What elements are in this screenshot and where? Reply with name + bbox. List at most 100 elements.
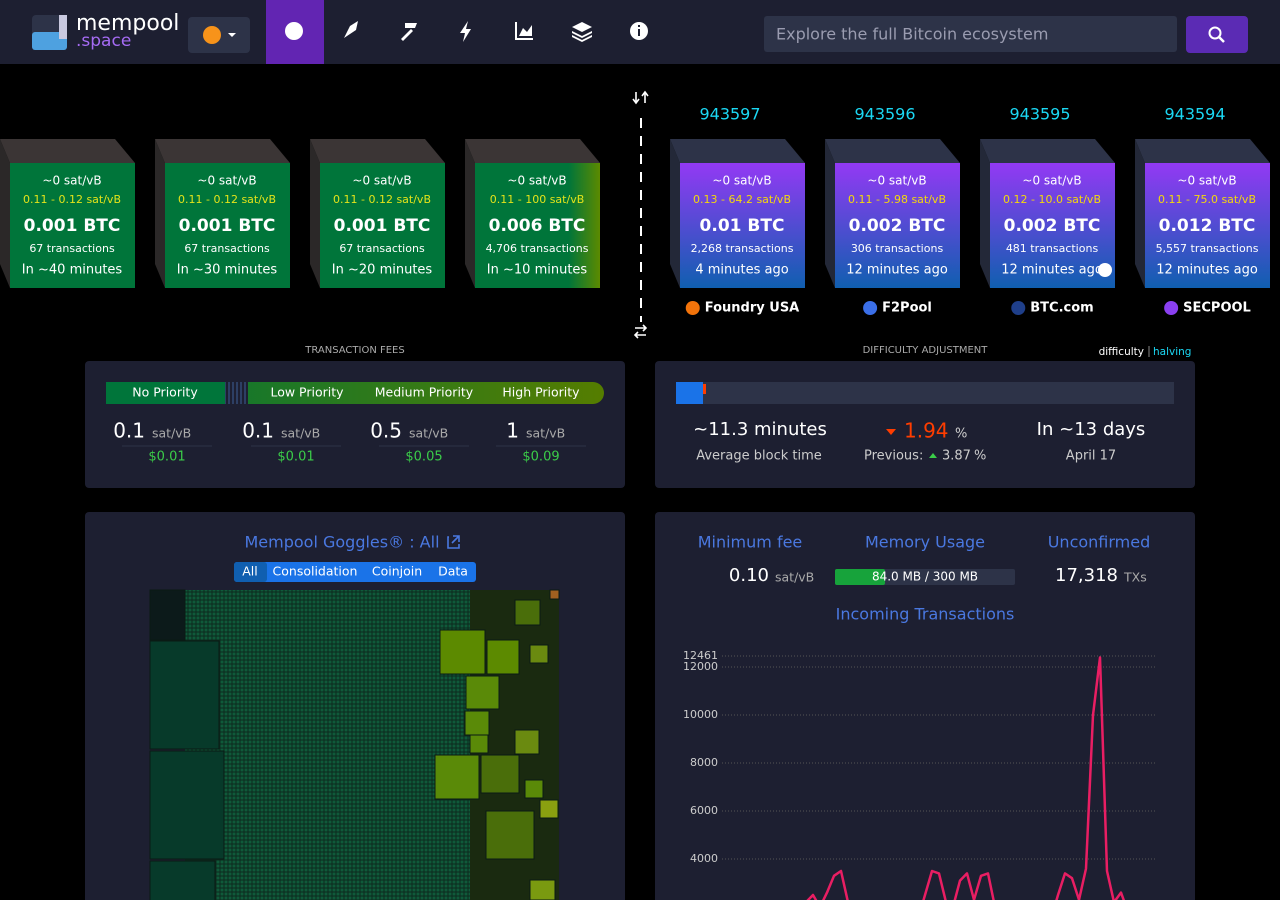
block-fee: ~0 sat/vB	[352, 174, 411, 188]
block-tx-count: 306 transactions	[851, 242, 944, 255]
filter-option[interactable]: Coinjoin	[372, 564, 422, 579]
difficulty-change: 1.94	[904, 419, 949, 443]
block-tx-count: 5,557 transactions	[1156, 242, 1259, 255]
search-button[interactable]	[1186, 16, 1248, 53]
tx-block	[149, 750, 225, 860]
block-fee-range: 0.11 - 5.98 sat/vB	[848, 193, 946, 206]
fee-rate: 1	[506, 419, 519, 443]
nav-lightning[interactable]	[460, 21, 471, 42]
nav-mining[interactable]	[401, 23, 417, 41]
fee-usd: $0.01	[148, 450, 185, 465]
mempool-block[interactable]	[165, 163, 290, 288]
confirmed-block-side	[980, 139, 990, 288]
filter-option[interactable]: Consolidation	[273, 564, 358, 579]
priority-label: Low Priority	[270, 385, 344, 400]
nav-dashboard[interactable]	[285, 22, 303, 40]
up-arrow	[929, 453, 937, 458]
bitcoin-icon	[203, 26, 221, 44]
block-time: In ~20 minutes	[332, 263, 433, 278]
mempool-block[interactable]	[475, 163, 600, 288]
block-time: In ~10 minutes	[487, 263, 588, 278]
tx-block	[439, 629, 486, 675]
mempool-block-side	[465, 139, 475, 288]
external-link-icon[interactable]	[447, 535, 460, 549]
confirmed-block-top	[1135, 139, 1270, 163]
confirmed-block[interactable]	[990, 163, 1115, 288]
tx-block	[486, 639, 520, 675]
block-time: In ~40 minutes	[22, 263, 123, 278]
memory-fill	[835, 569, 885, 585]
filter-active	[234, 562, 267, 582]
halving-tab[interactable]: halving	[1153, 346, 1191, 358]
tx-block	[149, 589, 186, 641]
nav-accelerator[interactable]	[344, 21, 358, 38]
toggle-icon[interactable]	[633, 324, 648, 339]
block-fee: ~0 sat/vB	[1022, 174, 1081, 188]
search-icon	[1208, 26, 1222, 40]
section-title: TRANSACTION FEES	[304, 345, 404, 356]
tx-block	[434, 754, 480, 800]
logo-subtext: .space	[76, 31, 131, 51]
filter-option[interactable]: All	[242, 564, 258, 579]
tx-block	[469, 734, 489, 754]
logo-icon-fill	[32, 32, 67, 50]
previous-label: Previous:	[864, 449, 923, 464]
filter-option[interactable]: Data	[438, 564, 468, 579]
block-height[interactable]: 943596	[854, 105, 915, 124]
fee-usd: $0.09	[522, 450, 559, 465]
stat-unit: sat/vB	[775, 570, 814, 585]
tx-block	[514, 729, 540, 755]
swap-icon[interactable]	[632, 90, 649, 105]
block-tx-count: 481 transactions	[1006, 242, 1099, 255]
fee-unit: sat/vB	[281, 426, 320, 441]
pool-name: Foundry USA	[705, 301, 800, 316]
block-tx-count: 2,268 transactions	[691, 242, 794, 255]
nav-docs[interactable]	[572, 22, 592, 42]
confirmed-block[interactable]	[1145, 163, 1270, 288]
y-tick-label: 12000	[683, 660, 718, 673]
fee-unit: sat/vB	[409, 426, 448, 441]
block-fee-range: 0.13 - 64.2 sat/vB	[693, 193, 791, 206]
block-time: In ~30 minutes	[177, 263, 278, 278]
fee-usd: $0.01	[277, 450, 314, 465]
block-tx-count: 67 transactions	[339, 242, 425, 255]
stat-value: 84.0 MB / 300 MB	[872, 570, 978, 584]
previous-change-unit: %	[974, 449, 986, 464]
block-height[interactable]: 943594	[1164, 105, 1225, 124]
block-fee-range: 0.11 - 75.0 sat/vB	[1158, 193, 1256, 206]
confirmed-block-side	[1135, 139, 1145, 288]
block-time: 12 minutes ago	[1001, 263, 1103, 278]
fees-card	[85, 361, 625, 488]
tx-block	[524, 779, 544, 799]
search-input[interactable]	[764, 16, 1177, 52]
confirmed-block[interactable]	[680, 163, 805, 288]
confirmed-block[interactable]	[835, 163, 960, 288]
block-time-label: Average block time	[696, 449, 822, 464]
section-title: DIFFICULTY ADJUSTMENT	[863, 345, 989, 356]
stat-value: 17,318	[1055, 565, 1118, 586]
nav-graphs[interactable]	[515, 22, 533, 40]
pool-name: BTC.com	[1030, 301, 1093, 316]
mempool-block[interactable]	[320, 163, 445, 288]
logo-icon-bar	[59, 15, 67, 39]
difficulty-tab[interactable]: difficulty	[1099, 346, 1144, 358]
block-total: 0.006 BTC	[489, 216, 586, 236]
pool-logo	[1164, 301, 1179, 315]
logo-text: mempool	[76, 11, 179, 36]
confirmed-block-side	[670, 139, 680, 288]
confirmed-block-top	[980, 139, 1115, 163]
mempool-block-side	[310, 139, 320, 288]
pool-logo	[685, 301, 700, 315]
mempool-block[interactable]	[10, 163, 135, 288]
block-fee-range: 0.11 - 0.12 sat/vB	[178, 193, 276, 206]
difficulty-progress	[676, 382, 703, 404]
block-total: 0.002 BTC	[1004, 216, 1101, 236]
block-height[interactable]: 943597	[699, 105, 760, 124]
fee-rate: 0.5	[370, 419, 402, 443]
block-fee: ~0 sat/vB	[712, 174, 771, 188]
block-height[interactable]: 943595	[1009, 105, 1070, 124]
block-time: 4 minutes ago	[695, 263, 788, 278]
block-total: 0.01 BTC	[700, 216, 785, 236]
info-icon[interactable]	[1098, 263, 1112, 277]
